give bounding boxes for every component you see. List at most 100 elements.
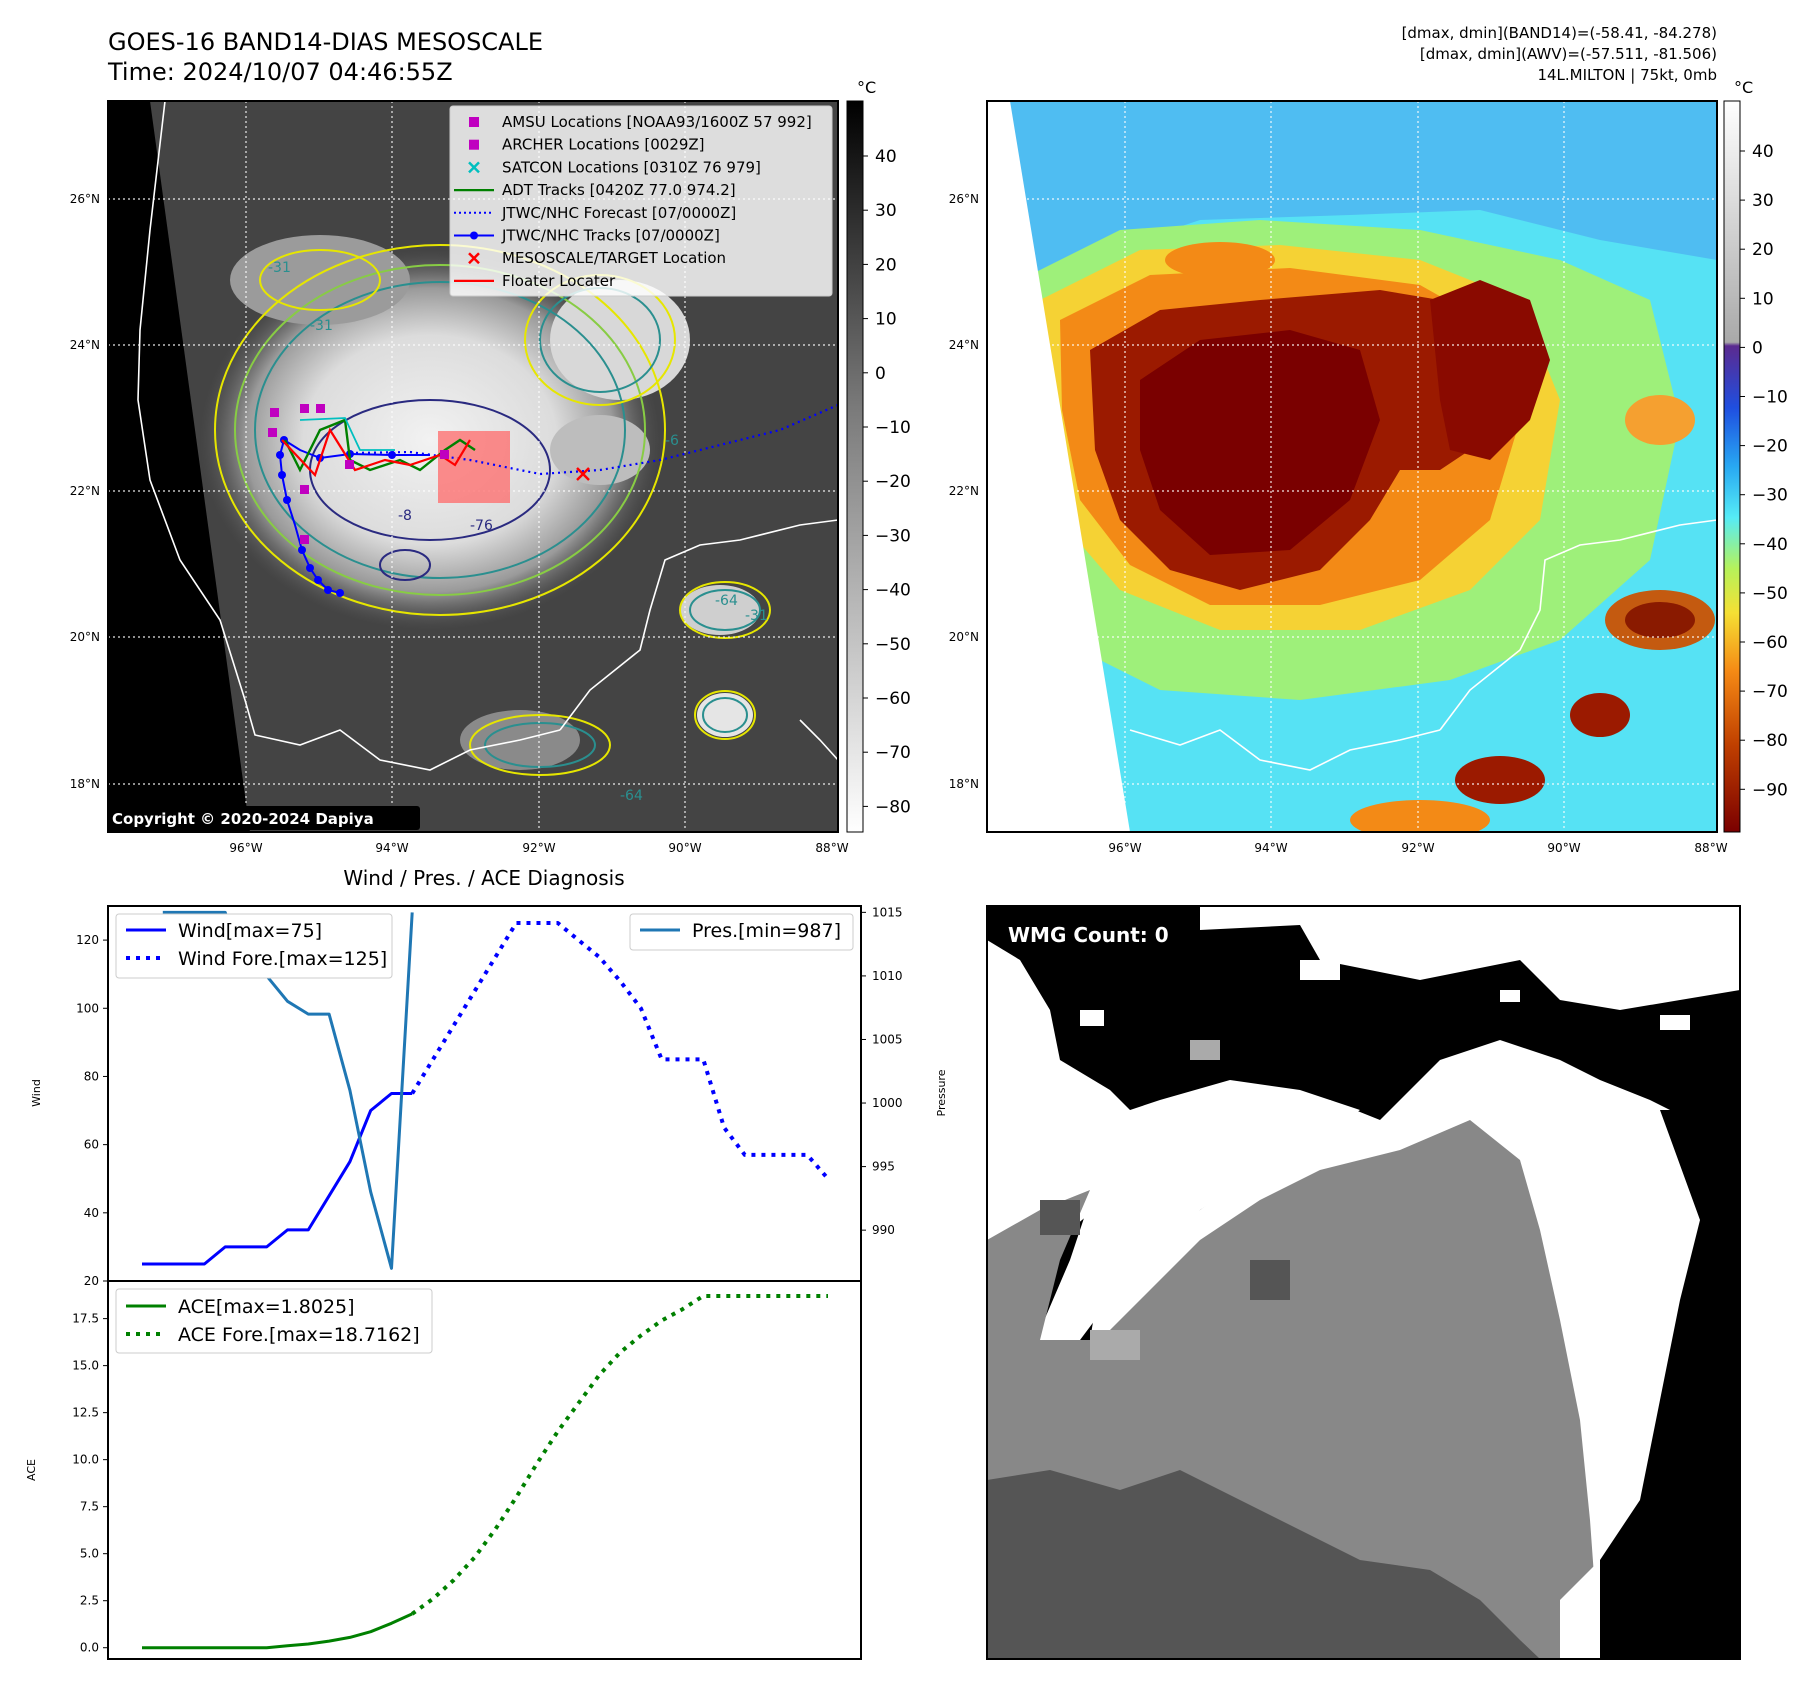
colorbar-tick-label: −60 [875, 689, 911, 709]
lon-tick-label: 96°W [1108, 841, 1141, 855]
lat-tick-label: 24°N [70, 338, 100, 352]
legend-label: ACE Fore.[max=18.7162] [178, 1324, 420, 1346]
wind-tick-label: 20 [84, 1274, 99, 1288]
pressure-tick-label: 990 [872, 1223, 895, 1237]
ace-tick-label: 10.0 [72, 1453, 99, 1467]
legend-label: AMSU Locations [NOAA93/1600Z 57 992] [502, 113, 812, 131]
lon-tick-label: 90°W [1547, 841, 1580, 855]
ace-tick-label: 5.0 [80, 1547, 99, 1561]
awv-colorbar-unit: °C [1734, 78, 1753, 97]
ace-tick-label: 0.0 [80, 1641, 99, 1655]
legend-label: Wind Fore.[max=125] [178, 948, 387, 970]
ace-tick-label: 7.5 [80, 1500, 99, 1514]
legend-marker [468, 161, 480, 174]
mesoscale-target-box [438, 431, 510, 503]
legend-item: ADT Tracks [0420Z 77.0 974.2] [454, 181, 736, 199]
colorbar-tick-label: −20 [875, 472, 911, 492]
contour-label: -64 [715, 593, 738, 609]
colorbar-tick-label: −80 [1752, 731, 1788, 751]
lat-tick-label: 22°N [949, 484, 979, 498]
legend-item: SATCON Locations [0310Z 76 979] [468, 158, 761, 176]
lat-tick-label: 26°N [949, 192, 979, 206]
contour-label: -64 [620, 788, 643, 804]
colorbar-tick-label: −30 [1752, 486, 1788, 506]
colorbar-tick-label: 30 [875, 201, 897, 221]
colorbar-tick-label: −70 [875, 743, 911, 763]
contour-label: -8 [398, 508, 412, 524]
diagnosis-chart: Wind / Pres. / ACE Diagnosis Wind Pressu… [25, 866, 948, 1660]
lon-tick-label: 92°W [1401, 841, 1434, 855]
lon-tick-label: 94°W [1254, 841, 1287, 855]
copyright-label: Copyright © 2020-2024 Dapiya [112, 810, 374, 828]
colorbar-tick-label: −20 [1752, 437, 1788, 457]
wind-legend: Wind[max=75] Wind Fore.[max=125] [115, 913, 393, 979]
legend-item: JTWC/NHC Tracks [07/0000Z] [454, 227, 720, 245]
lat-tick-label: 26°N [70, 192, 100, 206]
awv-map-panel [986, 100, 1718, 833]
wmg-panel: WMG Count: 0 [986, 905, 1741, 1660]
pressure-legend: Pres.[min=987] [629, 913, 854, 951]
info-line3: 14L.MILTON | 75kt, 0mb [1537, 66, 1717, 84]
legend-item: AMSU Locations [NOAA93/1600Z 57 992] [469, 113, 812, 131]
colorbar-tick-label: 30 [1752, 191, 1774, 211]
lon-tick-label: 88°W [815, 841, 848, 855]
legend-label: SATCON Locations [0310Z 76 979] [502, 158, 761, 176]
pressure-axis-label: Pressure [935, 1069, 948, 1116]
contour-label: -31 [268, 260, 291, 276]
info-line1: [dmax, dmin](BAND14)=(-58.41, -84.278) [1402, 24, 1717, 42]
ace-tick-label: 2.5 [80, 1594, 99, 1608]
wind-series-line [142, 1092, 413, 1266]
colorbar-tick-label: 20 [875, 255, 897, 275]
colorbar-tick-label: −10 [875, 418, 911, 438]
legend-item: ARCHER Locations [0029Z] [469, 136, 705, 154]
wind-tick-label: 100 [76, 1001, 99, 1015]
figure-title-line1: GOES-16 BAND14-DIAS MESOSCALE [108, 28, 543, 56]
legend-marker [469, 117, 479, 127]
pressure-tick-label: 1005 [872, 1032, 903, 1046]
wind-tick-label: 60 [84, 1138, 99, 1152]
colorbar-tick-label: −50 [1752, 584, 1788, 604]
lat-tick-label: 24°N [949, 338, 979, 352]
colorbar-tick-label: 20 [1752, 240, 1774, 260]
colorbar-tick-label: 40 [875, 147, 897, 167]
ace-tick-label: 12.5 [72, 1406, 99, 1420]
legend-label: JTWC/NHC Tracks [07/0000Z] [501, 227, 720, 245]
lat-tick-label: 22°N [70, 484, 100, 498]
legend-marker [469, 139, 479, 150]
colorbar-tick-label: −80 [875, 797, 911, 817]
pressure-tick-label: 1000 [872, 1096, 903, 1110]
contour-label: -31 [745, 608, 768, 624]
ace-tick-label: 15.0 [72, 1359, 99, 1373]
legend-label: Wind[max=75] [178, 920, 322, 942]
contour-label: -76 [470, 518, 493, 534]
ace-forecast-series-line [411, 1294, 828, 1616]
legend-label: Floater Locater [502, 272, 616, 290]
legend-label: ACE[max=1.8025] [178, 1296, 355, 1318]
colorbar-tick-label: −90 [1752, 780, 1788, 800]
legend-marker [468, 252, 480, 265]
awv-colorbar: °C 40 30 20 10 0 −10 −20 −30 −40 −50 −60 −70 −80 −90 [1723, 78, 1788, 833]
wind-forecast-series-line [410, 921, 830, 1181]
colorbar-tick-label: −10 [1752, 388, 1788, 408]
lat-tick-label: 18°N [949, 777, 979, 791]
legend-label: ADT Tracks [0420Z 77.0 974.2] [502, 181, 736, 199]
lon-tick-label: 90°W [668, 841, 701, 855]
pressure-tick-label: 1015 [872, 905, 903, 919]
contour-label: -6 [665, 433, 679, 449]
ace-axis-label: ACE [25, 1459, 38, 1481]
colorbar-tick-label: 40 [1752, 142, 1774, 162]
wind-tick-label: 40 [84, 1206, 99, 1220]
wind-tick-label: 80 [84, 1069, 99, 1083]
legend-marker [470, 231, 478, 240]
ir-map-panel: -31 -31 -64 -6 -64 -31 -76 -8 AMSU Locat… [107, 100, 839, 833]
colorbar-tick-label: −40 [875, 581, 911, 601]
lon-tick-label: 94°W [375, 841, 408, 855]
wmg-count-label: WMG Count: 0 [1008, 923, 1169, 947]
pressure-tick-label: 995 [872, 1160, 895, 1174]
lon-tick-label: 88°W [1694, 841, 1727, 855]
colorbar-tick-label: −40 [1752, 535, 1788, 555]
colorbar-tick-label: 0 [1752, 338, 1763, 358]
legend-item: Floater Locater [454, 272, 616, 290]
chart-title: Wind / Pres. / ACE Diagnosis [343, 866, 624, 890]
colorbar-tick-label: 0 [875, 364, 886, 384]
